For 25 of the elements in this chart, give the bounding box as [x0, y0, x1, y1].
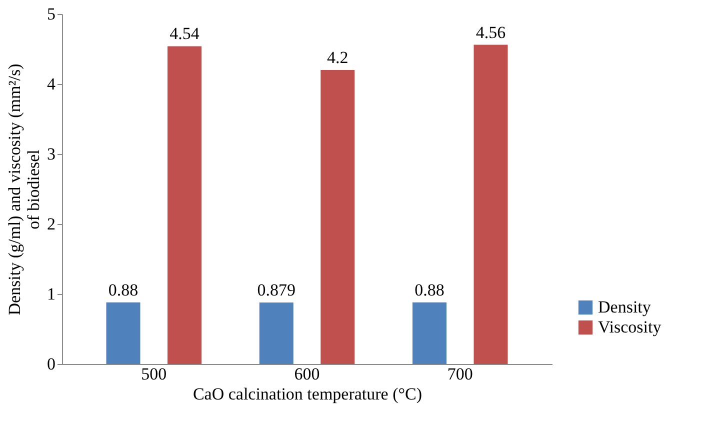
bar: [474, 44, 508, 364]
data-label: 4.54: [170, 24, 200, 44]
y-axis-title: Density (g/ml) and viscosity (mm²/s) of biodiesel: [5, 64, 43, 316]
y-tick-label: 3: [47, 144, 56, 164]
data-label: 4.2: [327, 48, 348, 67]
x-tick-label: 500: [141, 364, 167, 384]
y-tick-label: 2: [47, 214, 56, 234]
data-label: 0.88: [108, 280, 138, 300]
bar: [412, 302, 446, 364]
y-tick-label: 5: [47, 4, 56, 24]
bar: [259, 302, 294, 364]
data-label: 0.88: [414, 280, 444, 300]
bar: [106, 302, 140, 364]
legend-label: Density: [598, 298, 652, 316]
bar: [168, 46, 202, 364]
x-tick-label: 700: [447, 364, 473, 384]
bar: [320, 70, 355, 364]
y-tick-label: 0: [47, 354, 56, 374]
data-label: 4.56: [476, 22, 506, 42]
data-label: 0.879: [257, 280, 296, 300]
legend-label: Viscosity: [598, 318, 662, 336]
y-tick-label: 1: [47, 284, 56, 304]
x-tick-label: 600: [294, 364, 320, 384]
x-axis-title: CaO calcination temperature (°C): [192, 384, 422, 404]
y-tick-label: 4: [47, 74, 56, 94]
